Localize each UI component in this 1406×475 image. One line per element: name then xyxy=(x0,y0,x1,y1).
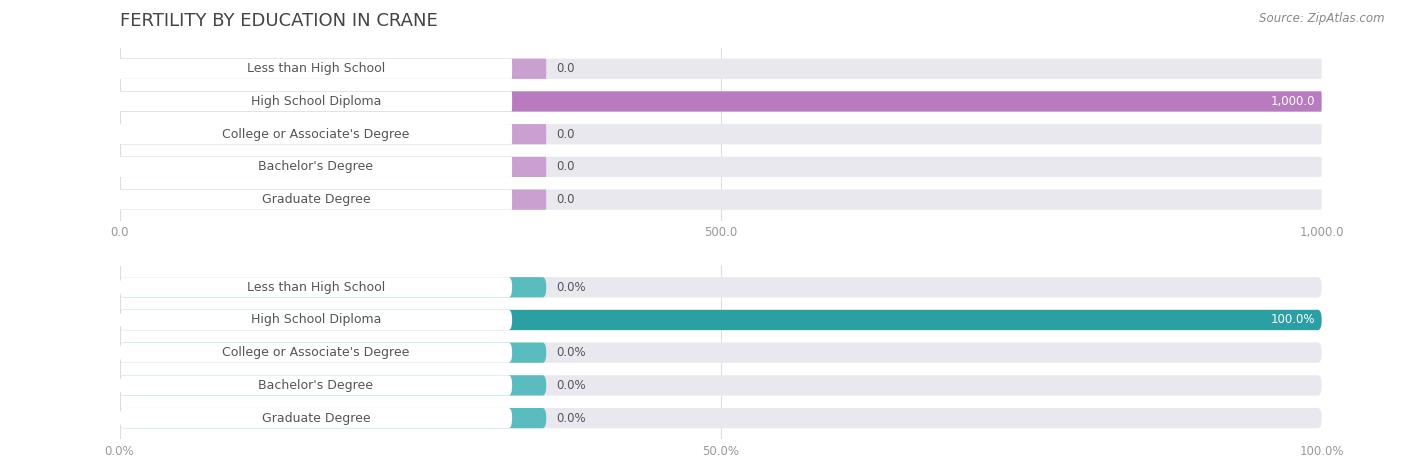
FancyBboxPatch shape xyxy=(120,375,512,396)
Text: 0.0: 0.0 xyxy=(555,193,575,206)
Text: College or Associate's Degree: College or Associate's Degree xyxy=(222,128,409,141)
FancyBboxPatch shape xyxy=(120,408,547,428)
FancyBboxPatch shape xyxy=(120,91,1322,112)
FancyBboxPatch shape xyxy=(120,124,512,144)
FancyBboxPatch shape xyxy=(120,408,1322,428)
Text: Less than High School: Less than High School xyxy=(246,62,385,75)
Text: 0.0: 0.0 xyxy=(555,62,575,75)
FancyBboxPatch shape xyxy=(120,58,1322,79)
FancyBboxPatch shape xyxy=(120,342,547,363)
FancyBboxPatch shape xyxy=(120,277,547,297)
FancyBboxPatch shape xyxy=(120,157,1322,177)
FancyBboxPatch shape xyxy=(120,190,1322,210)
Text: Less than High School: Less than High School xyxy=(246,281,385,294)
FancyBboxPatch shape xyxy=(120,58,512,79)
Text: Source: ZipAtlas.com: Source: ZipAtlas.com xyxy=(1260,12,1385,25)
FancyBboxPatch shape xyxy=(120,91,1322,112)
FancyBboxPatch shape xyxy=(120,310,1322,330)
Text: Bachelor's Degree: Bachelor's Degree xyxy=(259,379,374,392)
FancyBboxPatch shape xyxy=(120,277,512,297)
FancyBboxPatch shape xyxy=(120,124,547,144)
Text: 0.0%: 0.0% xyxy=(555,412,585,425)
FancyBboxPatch shape xyxy=(120,157,547,177)
Text: FERTILITY BY EDUCATION IN CRANE: FERTILITY BY EDUCATION IN CRANE xyxy=(120,12,437,30)
FancyBboxPatch shape xyxy=(120,190,547,210)
FancyBboxPatch shape xyxy=(120,91,512,112)
FancyBboxPatch shape xyxy=(120,375,1322,396)
FancyBboxPatch shape xyxy=(120,190,512,210)
Text: 0.0: 0.0 xyxy=(555,161,575,173)
Text: Graduate Degree: Graduate Degree xyxy=(262,412,370,425)
Text: 0.0: 0.0 xyxy=(555,128,575,141)
FancyBboxPatch shape xyxy=(120,124,1322,144)
Text: 0.0%: 0.0% xyxy=(555,281,585,294)
Text: Graduate Degree: Graduate Degree xyxy=(262,193,370,206)
FancyBboxPatch shape xyxy=(120,310,1322,330)
Text: 0.0%: 0.0% xyxy=(555,346,585,359)
FancyBboxPatch shape xyxy=(120,408,512,428)
Text: 100.0%: 100.0% xyxy=(1271,314,1316,326)
Text: 0.0%: 0.0% xyxy=(555,379,585,392)
Text: High School Diploma: High School Diploma xyxy=(250,314,381,326)
FancyBboxPatch shape xyxy=(120,342,1322,363)
FancyBboxPatch shape xyxy=(120,157,512,177)
FancyBboxPatch shape xyxy=(120,342,512,363)
FancyBboxPatch shape xyxy=(120,58,547,79)
FancyBboxPatch shape xyxy=(120,277,1322,297)
FancyBboxPatch shape xyxy=(120,310,512,330)
Text: Bachelor's Degree: Bachelor's Degree xyxy=(259,161,374,173)
Text: High School Diploma: High School Diploma xyxy=(250,95,381,108)
Text: 1,000.0: 1,000.0 xyxy=(1271,95,1316,108)
FancyBboxPatch shape xyxy=(120,375,547,396)
Text: College or Associate's Degree: College or Associate's Degree xyxy=(222,346,409,359)
